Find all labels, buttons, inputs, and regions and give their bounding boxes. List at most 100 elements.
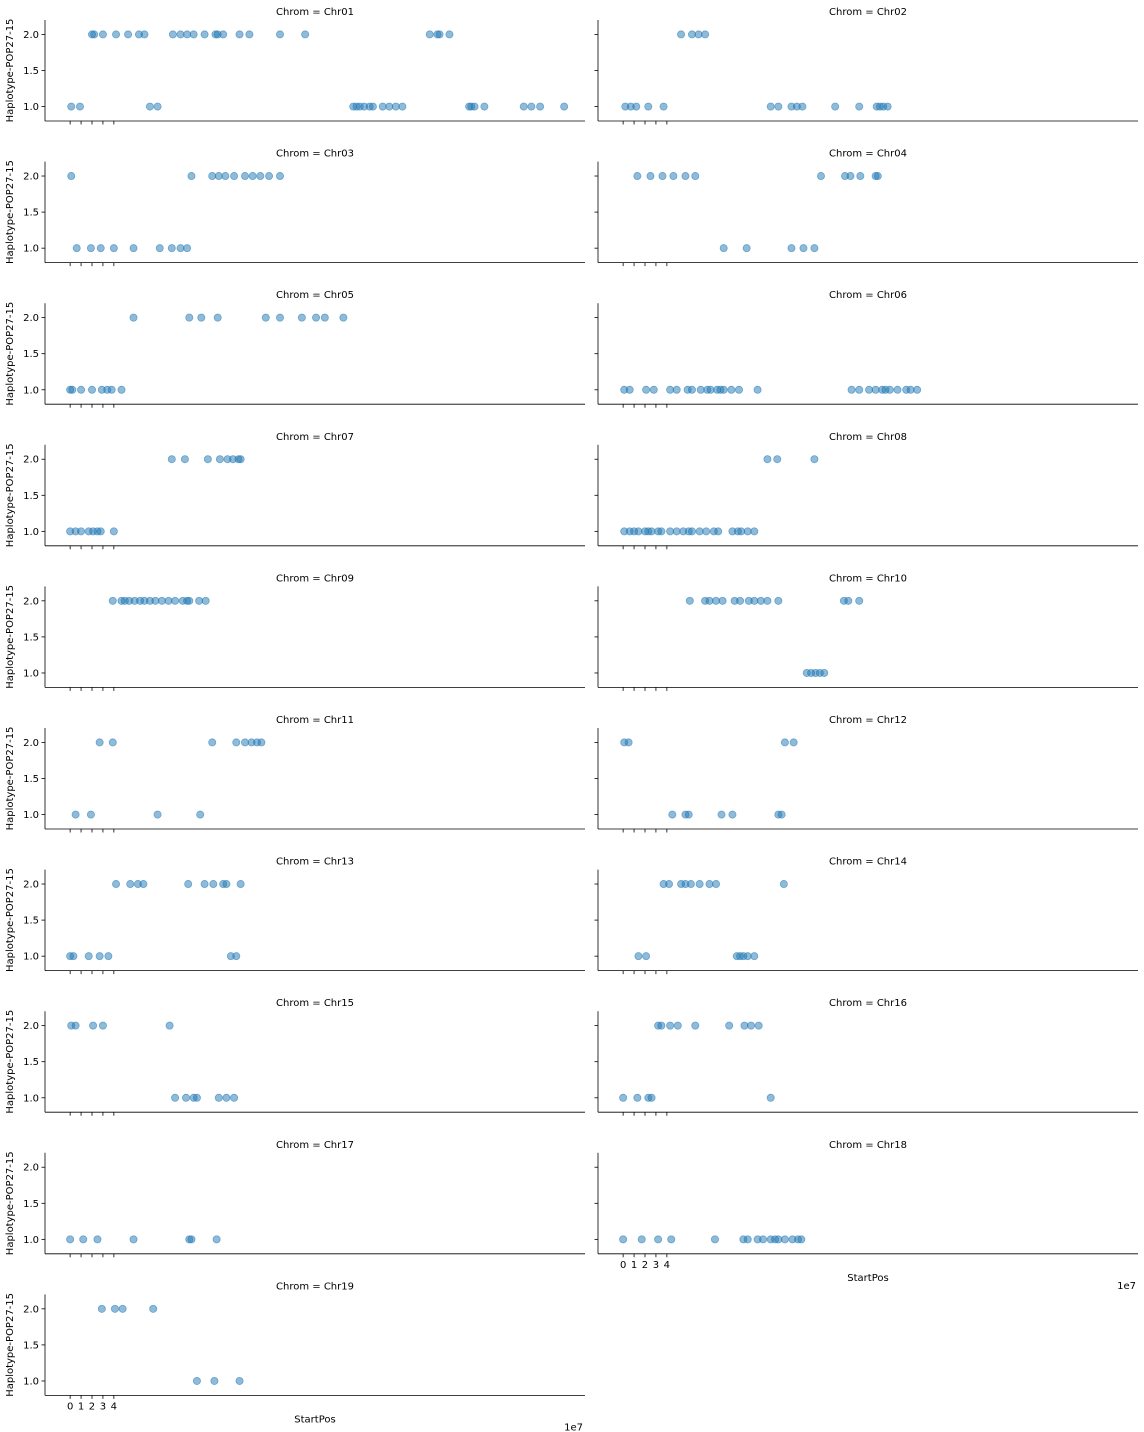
- x-tick-label: 0: [67, 1401, 73, 1412]
- scatter-point: [183, 30, 192, 39]
- scatter-point: [642, 385, 651, 394]
- scatter-point: [734, 385, 743, 394]
- scatter-point: [519, 102, 528, 111]
- scatter-point: [619, 1093, 628, 1102]
- facet-panel-3: Chrom = Chr03 1.0 1.5 2.0 Haplotype-POP27-15: [5, 149, 585, 267]
- scatter-point: [677, 30, 686, 39]
- scatter-point: [705, 596, 714, 605]
- x-tick-label: 4: [664, 1260, 670, 1271]
- scatter-point: [109, 244, 118, 253]
- scatter-point: [236, 880, 245, 889]
- scatter-point: [230, 172, 239, 181]
- x-tick-label: 3: [653, 1260, 659, 1271]
- scatter-point: [820, 668, 829, 677]
- scatter-point: [185, 313, 194, 322]
- scatter-point: [86, 244, 95, 253]
- scatter-point: [719, 385, 728, 394]
- x-tick-label: 1: [78, 1401, 84, 1412]
- scatter-point: [219, 30, 228, 39]
- scatter-point: [633, 1093, 642, 1102]
- scatter-point: [855, 385, 864, 394]
- scatter-point: [763, 596, 772, 605]
- y-tick-label: 2.0: [23, 1163, 39, 1174]
- scatter-point: [873, 172, 882, 181]
- scatter-point: [71, 1021, 80, 1030]
- scatter-point: [681, 172, 690, 181]
- scatter-point: [644, 102, 653, 111]
- panel-title: Chrom = Chr13: [276, 857, 354, 868]
- y-axis-label: Haplotype-POP27-15: [5, 19, 16, 123]
- scatter-point: [187, 172, 196, 181]
- y-tick-label: 1.0: [23, 244, 39, 255]
- scatter-point: [157, 596, 166, 605]
- scatter-point: [712, 596, 721, 605]
- y-tick-label: 1.0: [23, 952, 39, 963]
- scatter-point: [705, 880, 714, 889]
- scatter-point: [184, 880, 193, 889]
- scatter-point: [68, 385, 77, 394]
- scatter-point: [865, 385, 874, 394]
- scatter-point: [109, 527, 118, 536]
- y-tick-label: 1.0: [23, 385, 39, 396]
- scatter-point: [378, 102, 387, 111]
- scatter-point: [167, 244, 176, 253]
- scatter-point: [470, 102, 479, 111]
- scatter-point: [893, 385, 902, 394]
- scatter-point: [320, 313, 329, 322]
- x-tick-label: 1: [631, 1260, 637, 1271]
- scatter-point: [385, 102, 394, 111]
- scatter-point: [750, 952, 759, 961]
- scatter-point: [112, 880, 121, 889]
- scatter-point: [743, 1235, 752, 1244]
- x-axis-label: StartPos: [847, 1273, 888, 1284]
- scatter-point: [151, 596, 160, 605]
- scatter-point: [96, 527, 105, 536]
- scatter-point: [743, 527, 752, 536]
- scatter-point: [816, 172, 825, 181]
- scatter-point: [212, 1235, 221, 1244]
- facet-panel-13: Chrom = Chr13 1.0 1.5 2.0 Haplotype-POP27-15: [5, 857, 585, 975]
- scatter-point: [799, 244, 808, 253]
- panel-title: Chrom = Chr03: [276, 149, 354, 160]
- scatter-point: [774, 596, 783, 605]
- scatter-point: [766, 102, 775, 111]
- scatter-point: [210, 1376, 219, 1385]
- scatter-point: [189, 30, 198, 39]
- scatter-point: [672, 385, 681, 394]
- panel-title: Chrom = Chr02: [829, 7, 907, 18]
- scatter-point: [248, 172, 257, 181]
- scatter-point: [740, 1021, 749, 1030]
- y-axis-label: Haplotype-POP27-15: [5, 1010, 16, 1114]
- y-axis-label: Haplotype-POP27-15: [5, 585, 16, 689]
- y-tick-label: 1.5: [23, 66, 39, 77]
- scatter-point: [810, 244, 819, 253]
- scatter-point: [659, 102, 668, 111]
- scatter-point: [261, 313, 270, 322]
- scatter-point: [694, 30, 703, 39]
- panel-title: Chrom = Chr07: [276, 432, 354, 443]
- facet-panel-6: Chrom = Chr06: [594, 290, 1138, 408]
- scatter-point: [124, 30, 133, 39]
- scatter-point: [301, 30, 310, 39]
- panel-title: Chrom = Chr10: [829, 573, 907, 584]
- facet-panel-17: Chrom = Chr17 1.0 1.5 2.0 Haplotype-POP27-15: [5, 1140, 585, 1258]
- panel-title: Chrom = Chr17: [276, 1140, 354, 1151]
- y-tick-label: 1.0: [23, 1093, 39, 1104]
- scatter-point: [710, 1235, 719, 1244]
- y-axis-label: Haplotype-POP27-15: [5, 1151, 16, 1255]
- scatter-point: [777, 810, 786, 819]
- scatter-point: [737, 527, 746, 536]
- y-tick-label: 1.5: [23, 1340, 39, 1351]
- y-tick-label: 1.0: [23, 1376, 39, 1387]
- y-tick-label: 1.5: [23, 632, 39, 643]
- scatter-point: [831, 102, 840, 111]
- scatter-point: [560, 102, 569, 111]
- scatter-point: [98, 30, 107, 39]
- scatter-point: [265, 172, 274, 181]
- facet-panel-16: Chrom = Chr16: [594, 998, 1138, 1116]
- scatter-point: [712, 880, 721, 889]
- scatter-point: [129, 313, 138, 322]
- scatter-point: [637, 1235, 646, 1244]
- scatter-point: [129, 244, 138, 253]
- scatter-point: [654, 1235, 663, 1244]
